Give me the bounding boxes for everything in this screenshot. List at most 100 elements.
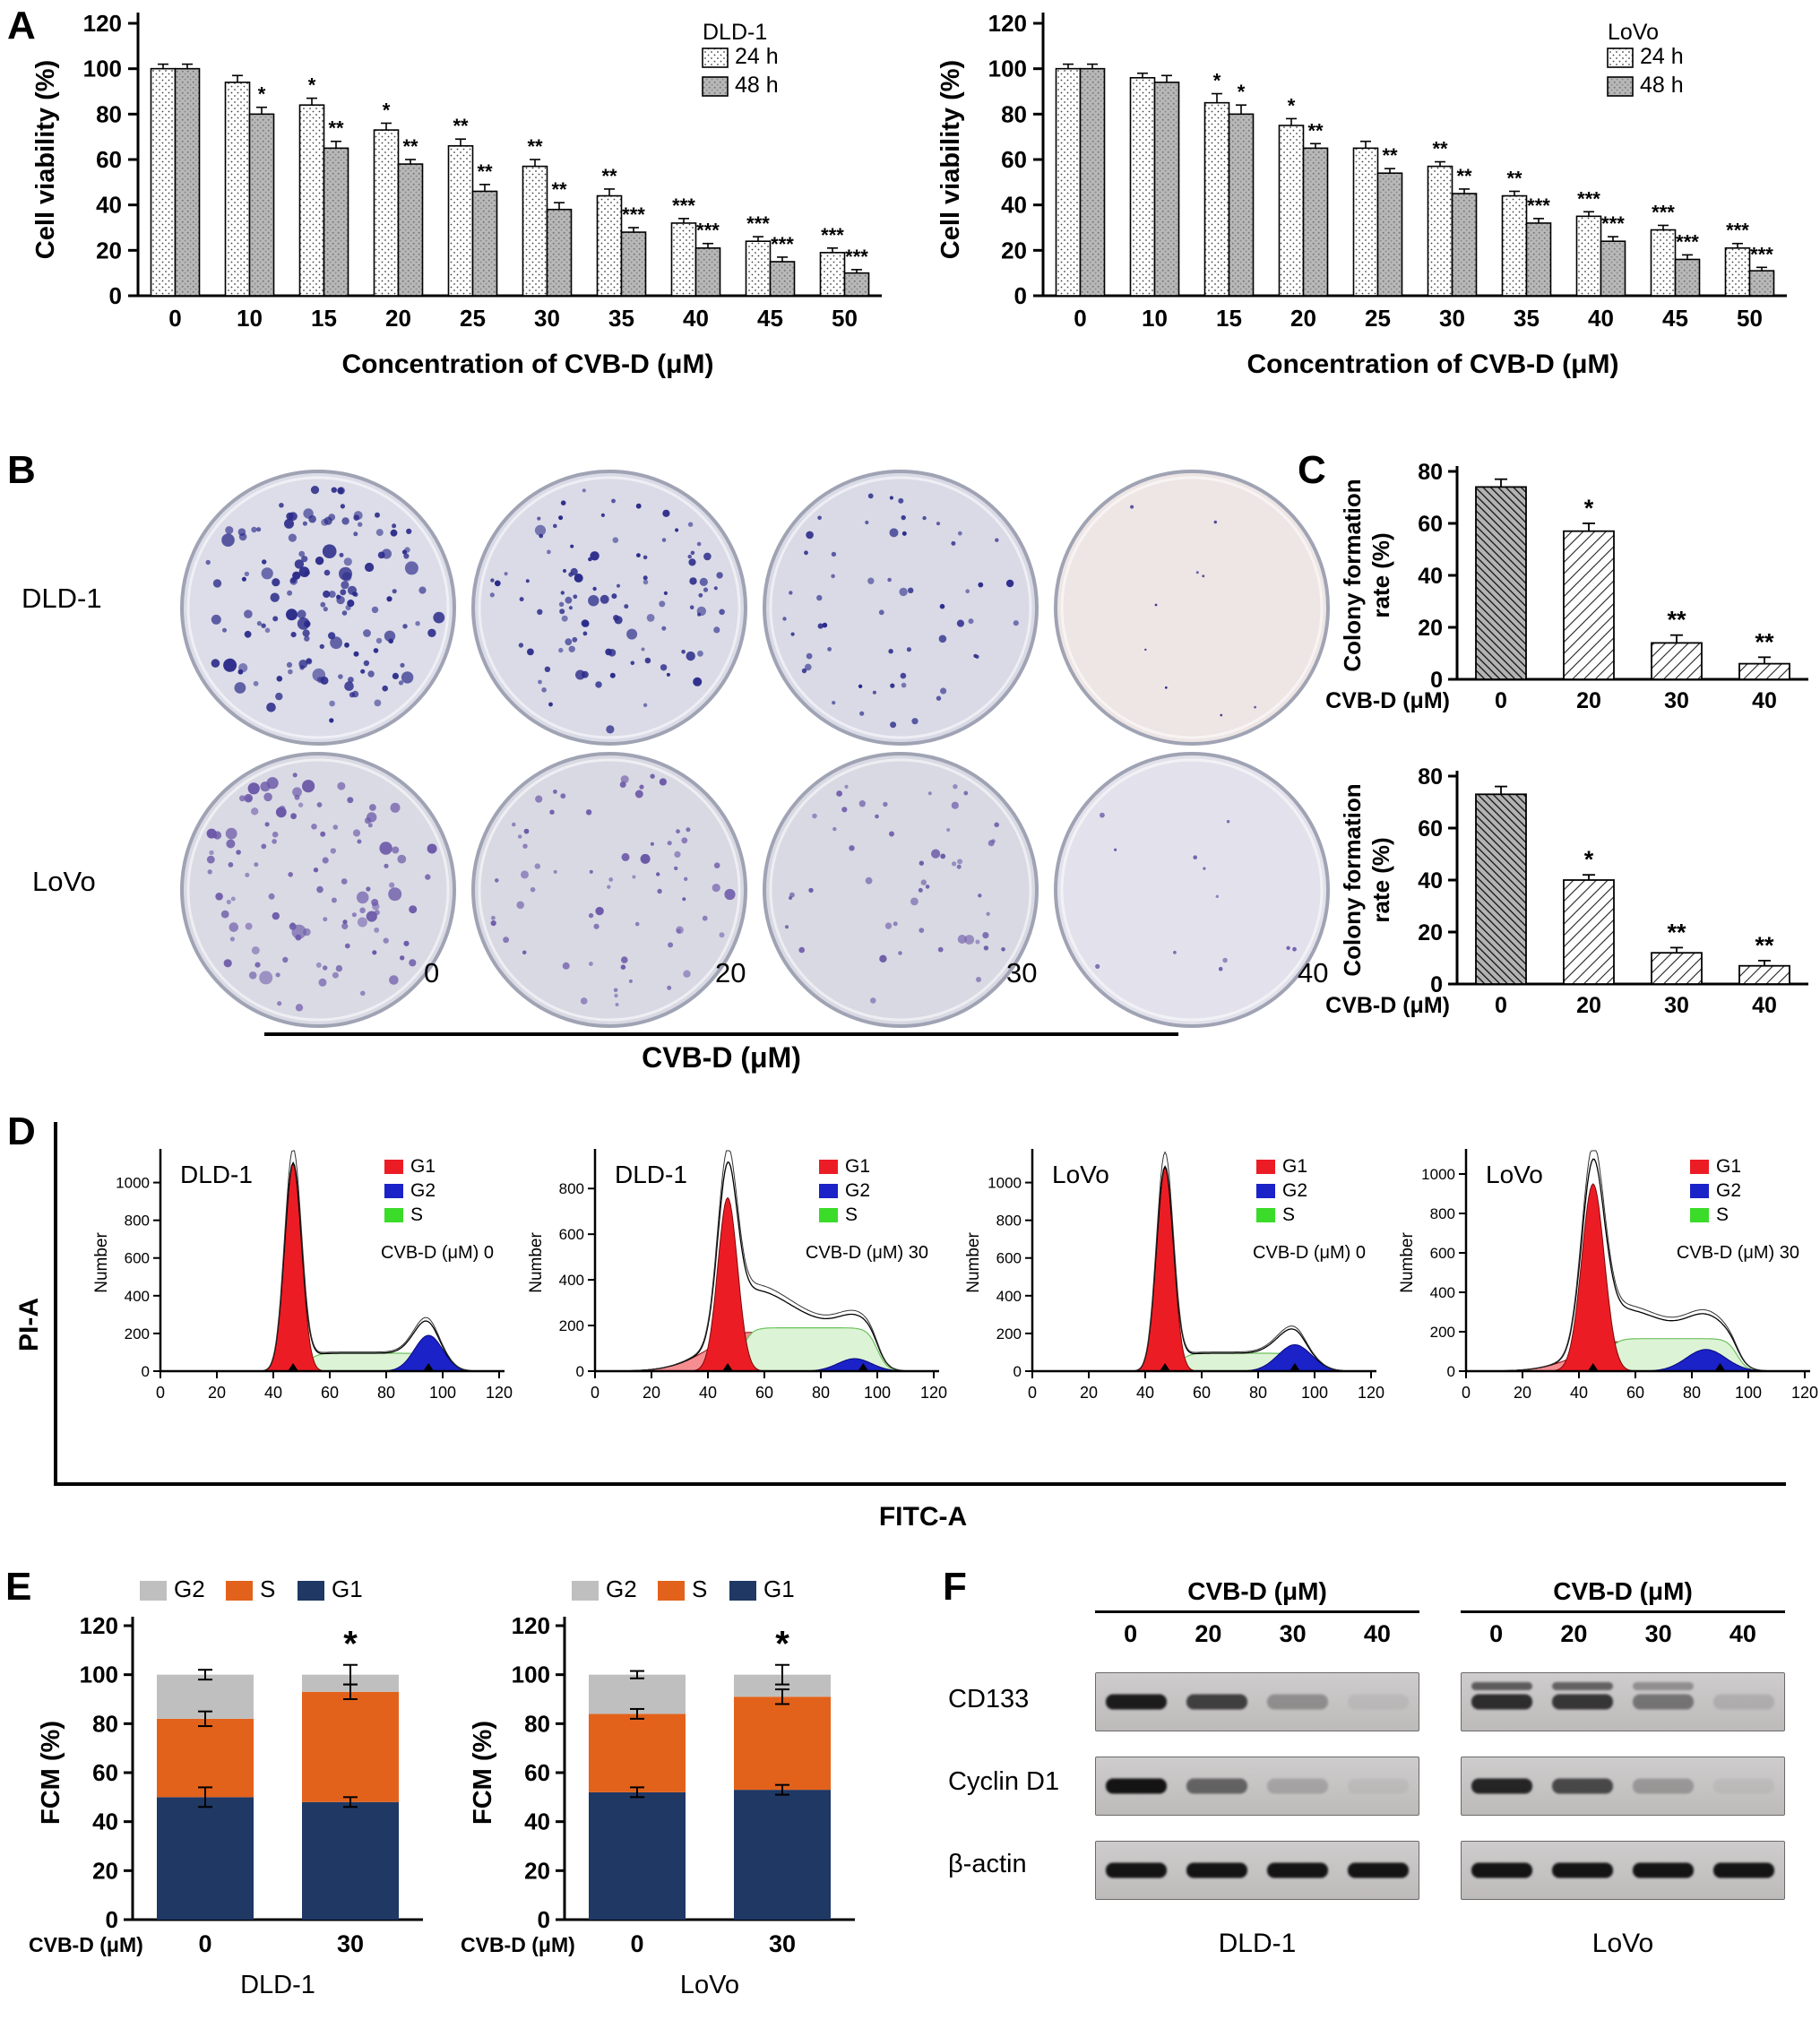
- svg-text:600: 600: [1430, 1245, 1455, 1262]
- svg-text:CVB-D (μM): CVB-D (μM): [1325, 993, 1450, 1018]
- colony-rate-chart-lovo: 0 20 40 60 80 Colony formation rate (%) 0 * 20 ** 3…: [1325, 764, 1808, 1018]
- svg-text:*: *: [775, 1625, 789, 1664]
- svg-text:15: 15: [1216, 305, 1242, 332]
- protein-band: [1105, 1694, 1168, 1710]
- colony-dose-label: 30: [1006, 957, 1038, 988]
- protein-band: [1712, 1694, 1775, 1710]
- svg-text:60: 60: [1001, 146, 1027, 173]
- svg-text:*: *: [1288, 94, 1296, 117]
- svg-text:200: 200: [125, 1325, 150, 1342]
- svg-text:Colony formation: Colony formation: [1339, 479, 1366, 671]
- svg-text:120: 120: [83, 10, 122, 37]
- svg-text:40: 40: [699, 1384, 717, 1402]
- svg-text:0: 0: [1495, 688, 1507, 713]
- svg-text:**: **: [453, 115, 469, 137]
- svg-text:FCM (%): FCM (%): [37, 1721, 65, 1825]
- svg-text:LoVo: LoVo: [1052, 1161, 1109, 1188]
- svg-text:20: 20: [1418, 920, 1443, 945]
- svg-text:200: 200: [1430, 1324, 1455, 1341]
- lane-label: 30: [1279, 1620, 1307, 1647]
- colony-dish: [763, 752, 1039, 1028]
- svg-text:*: *: [1584, 846, 1594, 873]
- panel-b-label: B: [7, 448, 36, 492]
- svg-text:25: 25: [460, 305, 486, 332]
- svg-text:800: 800: [1430, 1205, 1455, 1222]
- svg-text:DLD-1: DLD-1: [240, 1971, 315, 1999]
- svg-text:DLD-1: DLD-1: [703, 20, 767, 45]
- blot-cell-line-label: LoVo: [1591, 1929, 1654, 1958]
- svg-text:80: 80: [377, 1384, 395, 1402]
- svg-text:20: 20: [1001, 237, 1027, 263]
- svg-text:S: S: [260, 1575, 275, 1602]
- svg-text:0: 0: [1074, 305, 1086, 332]
- svg-text:20: 20: [524, 1857, 550, 1884]
- colony-dishes: [180, 470, 1330, 1028]
- svg-text:rate (%): rate (%): [1367, 532, 1394, 617]
- svg-text:10: 10: [1142, 305, 1168, 332]
- svg-text:20: 20: [385, 305, 411, 332]
- protein-row-label: CD133: [948, 1684, 1030, 1714]
- blot-protein-labels: CD133 Cyclin D1 β-actin: [948, 1577, 1091, 1918]
- fcm-plot-dld1-0: 0 200 400 600 800 1000 0 20 40 60 80 100 120 Number DL…: [92, 1149, 513, 1402]
- protein-band: [1347, 1862, 1410, 1878]
- fcm-stacked-chart-dld1: G2 S G1 0 20 40 60 80 100 120 FCM (%) 0 * 30 CVB-D (μM…: [29, 1575, 423, 1999]
- svg-text:***: ***: [746, 212, 770, 235]
- blot-strip-CD133: [1461, 1672, 1785, 1731]
- protein-band: [1551, 1778, 1614, 1794]
- colony-dish: [471, 470, 747, 746]
- svg-text:**: **: [1456, 165, 1472, 187]
- svg-text:400: 400: [1430, 1284, 1455, 1301]
- svg-text:200: 200: [996, 1325, 1022, 1342]
- svg-text:0: 0: [142, 1363, 150, 1380]
- svg-text:Number: Number: [527, 1232, 546, 1293]
- svg-text:0: 0: [1430, 668, 1443, 693]
- svg-text:***: ***: [771, 233, 794, 255]
- svg-text:600: 600: [996, 1250, 1022, 1267]
- svg-text:80: 80: [812, 1384, 830, 1402]
- svg-text:20: 20: [1576, 688, 1601, 713]
- protein-band: [1632, 1694, 1695, 1710]
- protein-band-doublet: [1551, 1682, 1614, 1691]
- svg-text:120: 120: [80, 1612, 118, 1639]
- svg-text:G1: G1: [1282, 1156, 1307, 1177]
- svg-text:80: 80: [92, 1710, 118, 1737]
- svg-text:20: 20: [643, 1384, 660, 1402]
- svg-text:**: **: [1432, 138, 1448, 160]
- svg-text:LoVo: LoVo: [680, 1971, 739, 1999]
- svg-text:S: S: [410, 1204, 423, 1225]
- panel-a-label: A: [7, 4, 36, 47]
- svg-text:1000: 1000: [1421, 1166, 1455, 1183]
- svg-text:***: ***: [1601, 212, 1625, 235]
- svg-text:***: ***: [845, 246, 868, 268]
- svg-text:100: 100: [429, 1384, 456, 1402]
- svg-text:0: 0: [109, 282, 122, 309]
- svg-text:50: 50: [832, 305, 858, 332]
- svg-text:Number: Number: [964, 1232, 983, 1293]
- svg-text:20: 20: [1080, 1384, 1098, 1402]
- svg-text:*: *: [343, 1625, 358, 1664]
- svg-text:100: 100: [1735, 1384, 1762, 1402]
- svg-text:0: 0: [1462, 1384, 1471, 1402]
- svg-text:20: 20: [1576, 993, 1601, 1018]
- svg-text:100: 100: [864, 1384, 891, 1402]
- svg-text:60: 60: [1418, 512, 1443, 537]
- svg-text:20: 20: [96, 237, 122, 263]
- svg-text:CVB-D (μM) 0: CVB-D (μM) 0: [1253, 1243, 1366, 1263]
- colony-axis-label: CVB-D (μM): [642, 1041, 801, 1074]
- svg-text:30: 30: [534, 305, 560, 332]
- blot-dose-header: CVB-D (μM): [1095, 1577, 1419, 1613]
- svg-text:24 h: 24 h: [735, 44, 779, 69]
- svg-text:25: 25: [1365, 305, 1391, 332]
- colony-dish: [1054, 752, 1330, 1028]
- colony-dish: [471, 752, 747, 1028]
- svg-text:0: 0: [630, 1930, 643, 1957]
- svg-text:40: 40: [1418, 868, 1443, 893]
- svg-text:Colony formation: Colony formation: [1339, 783, 1366, 976]
- svg-text:Number: Number: [92, 1232, 111, 1293]
- svg-text:120: 120: [1358, 1384, 1384, 1402]
- svg-text:120: 120: [920, 1384, 947, 1402]
- svg-text:0: 0: [156, 1384, 165, 1402]
- protein-row-label: β-actin: [948, 1849, 1027, 1878]
- protein-band: [1105, 1778, 1168, 1794]
- blot-strip-Cyclin D1: [1461, 1757, 1785, 1816]
